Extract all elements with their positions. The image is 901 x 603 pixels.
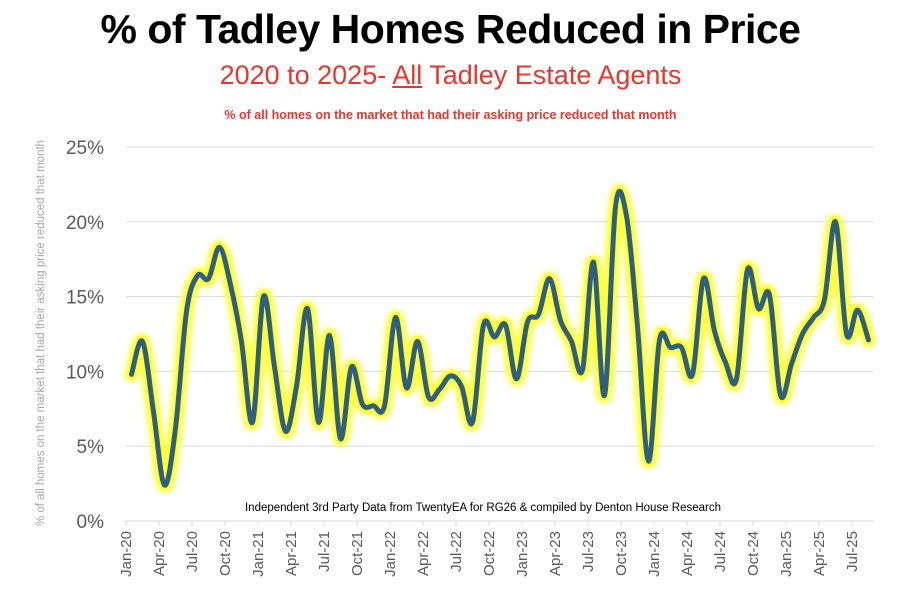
x-tick-label: Apr-20 (151, 531, 168, 576)
y-tick-label: 15% (66, 288, 104, 309)
x-tick-label: Oct-24 (745, 531, 762, 576)
x-tick-label: Jan-20 (118, 531, 135, 577)
series-group (124, 183, 876, 493)
y-tick-label: 5% (77, 437, 105, 458)
x-tick-label: Apr-21 (283, 531, 300, 576)
y-tick-label: 10% (66, 362, 104, 383)
x-tick-label: Apr-25 (811, 531, 828, 576)
x-tick-label: Jul-20 (184, 531, 201, 572)
x-tick-label: Jul-25 (844, 531, 861, 572)
x-tick-label: Jan-21 (250, 531, 267, 577)
x-tick-label: Apr-24 (679, 531, 696, 576)
x-tick-label: Jan-25 (778, 531, 795, 577)
x-tick-label: Jan-24 (646, 531, 663, 577)
x-tick-label: Apr-22 (415, 531, 432, 576)
x-tick-label: Apr-23 (547, 531, 564, 576)
x-axis: Jan-20 Apr-20 Jul-20 Oct-20 Jan-21 Apr-21 Jul-… (118, 520, 874, 577)
y-tick-label: 25% (66, 138, 104, 159)
x-tick-label: Oct-20 (217, 531, 234, 576)
y-tick-label: 0% (77, 512, 105, 533)
y-tick-label: 20% (66, 213, 104, 234)
x-tick-label: Jul-23 (580, 531, 597, 572)
x-tick-label: Jan-23 (514, 531, 531, 577)
x-tick-label: Oct-23 (613, 531, 630, 576)
x-tick-label: Jul-21 (316, 531, 333, 572)
series-line (129, 188, 871, 488)
x-tick-label: Jul-24 (712, 531, 729, 572)
chart-note: % of all homes on the market that had th… (224, 108, 677, 122)
chart-subtitle: 2020 to 2025- All Tadley Estate Agents (0, 60, 901, 91)
x-tick-label: Oct-22 (481, 531, 498, 576)
x-tick-label: Jul-22 (448, 531, 465, 572)
y-axis-ticks: 0% 5% 10% 15% 20% 25% (66, 138, 104, 533)
y-axis-label: % of all homes on the market that had th… (35, 140, 47, 526)
subtitle-prefix: 2020 to 2025- (219, 60, 393, 90)
x-tick-label: Jan-22 (382, 531, 399, 577)
chart-title: % of Tadley Homes Reduced in Price (100, 6, 801, 52)
subtitle-underlined: All (392, 60, 423, 90)
x-tick-label: Oct-21 (349, 531, 366, 576)
subtitle-suffix: Tadley Estate Agents (422, 60, 682, 90)
source-annotation: Independent 3rd Party Data from TwentyEA… (245, 502, 721, 514)
